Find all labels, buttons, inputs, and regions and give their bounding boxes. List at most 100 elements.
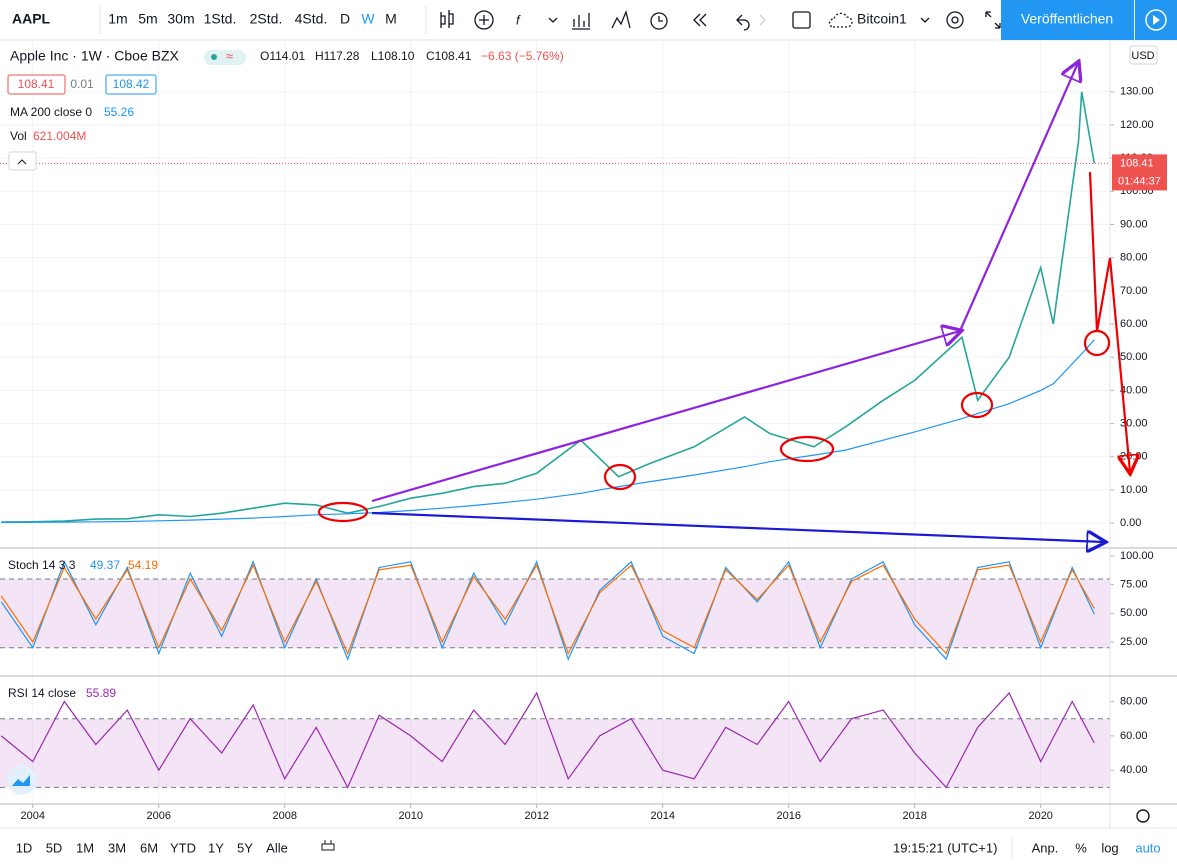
icon-fx[interactable]: f [516, 12, 521, 27]
y-tick-label: 25.00 [1120, 636, 1148, 648]
series-line [0, 691, 1095, 789]
ohlc-open: O114.01 [260, 49, 305, 63]
publish-button[interactable] [1001, 0, 1134, 40]
range-button[interactable]: 3M [108, 840, 126, 855]
band-fill [0, 578, 1110, 648]
icon-caret[interactable] [548, 17, 558, 23]
status-badge [204, 50, 246, 65]
y-tick-label: 30.00 [1120, 417, 1148, 429]
publish-label[interactable]: Veröffentlichen [1021, 11, 1113, 27]
icon-candles[interactable] [440, 10, 454, 28]
icon-undo[interactable] [736, 14, 750, 31]
interval[interactable]: 1Std. [204, 11, 237, 27]
icon-indicator[interactable] [474, 10, 494, 30]
currency[interactable]: USD [1131, 50, 1154, 62]
highlight-ellipse[interactable] [603, 463, 637, 491]
scale-option[interactable]: auto [1135, 840, 1160, 855]
stoch-d: 54.19 [128, 558, 158, 572]
range-button[interactable]: 6M [140, 840, 158, 855]
vol-value: 621.004M [33, 129, 86, 143]
trend-arrow[interactable] [371, 511, 1104, 542]
y-tick-label: 50.00 [1120, 607, 1148, 619]
range-button[interactable]: 5Y [237, 840, 253, 855]
logo-mark [12, 775, 30, 786]
trend-arrow[interactable] [958, 63, 1078, 332]
status-icon: ≈ [226, 48, 233, 63]
x-tick-label: 2018 [902, 810, 926, 822]
currency-box[interactable] [1129, 45, 1158, 65]
range-button[interactable]: 1Y [208, 840, 224, 855]
highlight-ellipse[interactable] [1083, 329, 1111, 357]
icon-compare[interactable] [572, 13, 590, 30]
logo[interactable] [7, 765, 37, 795]
interval[interactable]: 4Std. [295, 11, 328, 27]
y-tick-label: 80.00 [1120, 695, 1148, 707]
y-tick-label: 40.00 [1120, 764, 1148, 776]
ask-box[interactable] [105, 74, 157, 95]
scale-option[interactable]: Anp. [1032, 840, 1059, 855]
y-tick-label: 75.00 [1120, 579, 1148, 591]
chart-area: 0.00 10.00 20.00 30.00 40.00 50.00 60.00 70.00 8… [0, 41, 1167, 822]
goto-date-icon[interactable] [321, 840, 335, 851]
y-tick-label: 20.00 [1120, 451, 1148, 463]
icon-caret[interactable] [920, 17, 930, 23]
range-button[interactable]: 1D [16, 840, 33, 855]
rsi-value: 55.89 [86, 686, 116, 700]
play-icon [1145, 9, 1167, 31]
interval[interactable]: 5m [138, 11, 157, 27]
ask[interactable]: 108.42 [113, 77, 150, 91]
interval[interactable]: D [340, 11, 350, 27]
axis-settings[interactable] [1136, 809, 1150, 823]
interval[interactable]: W [361, 11, 375, 27]
stoch-k: 49.37 [90, 558, 120, 572]
y-tick-label: 50.00 [1120, 351, 1148, 363]
spread: 0.01 [70, 77, 94, 91]
trend-arrow[interactable] [371, 331, 960, 503]
icon-fullscreen[interactable] [792, 11, 811, 29]
bid-box[interactable] [7, 74, 66, 95]
icon-expand[interactable] [985, 11, 1001, 29]
countdown: 01:44:37 [1118, 175, 1161, 187]
y-tick-label: 40.00 [1120, 384, 1148, 396]
icon-redo[interactable] [759, 14, 766, 26]
y-tick-label: 120.00 [1120, 119, 1154, 131]
ma-label: MA 200 close 0 [10, 105, 92, 119]
x-tick-label: 2014 [650, 810, 674, 822]
highlight-ellipse[interactable] [317, 501, 369, 523]
y-tick-label: 60.00 [1120, 318, 1148, 330]
icon-settings[interactable] [946, 11, 964, 29]
interval[interactable]: 1m [108, 11, 127, 27]
symbol[interactable]: AAPL [12, 11, 51, 27]
vol-label: Vol [10, 129, 27, 143]
y-tick-label: 70.00 [1120, 285, 1148, 297]
drawings [317, 63, 1130, 542]
interval[interactable]: 2Std. [250, 11, 283, 27]
highlight-ellipse[interactable] [779, 435, 835, 463]
interval[interactable]: 30m [167, 11, 194, 27]
x-tick-label: 2004 [21, 810, 45, 822]
ohlc-change: −6.63 (−5.76%) [481, 49, 564, 63]
bid[interactable]: 108.41 [18, 77, 55, 91]
status-dot [211, 54, 217, 60]
x-tick-label: 2010 [398, 810, 422, 822]
scale-option[interactable]: % [1075, 840, 1087, 855]
interval[interactable]: M [385, 11, 397, 27]
icon-alert[interactable] [650, 12, 668, 30]
icon-replay[interactable] [693, 13, 707, 27]
x-tick-label: 2006 [147, 810, 171, 822]
forecast-arrow[interactable] [1088, 171, 1130, 472]
series-line [1, 339, 1095, 524]
x-tick-label: 2020 [1028, 810, 1052, 822]
scale-option[interactable]: log [1101, 840, 1118, 855]
range-button[interactable]: YTD [170, 840, 196, 855]
range-button[interactable]: 5D [46, 840, 63, 855]
layout-name[interactable]: Bitcoin1 [857, 11, 907, 27]
highlight-ellipse[interactable] [960, 391, 994, 419]
range-button[interactable]: 1M [76, 840, 94, 855]
play-triangle [1153, 15, 1160, 25]
x-tick-label: 2008 [273, 810, 297, 822]
icon-templates[interactable] [611, 9, 631, 29]
range-button[interactable]: Alle [266, 840, 288, 855]
